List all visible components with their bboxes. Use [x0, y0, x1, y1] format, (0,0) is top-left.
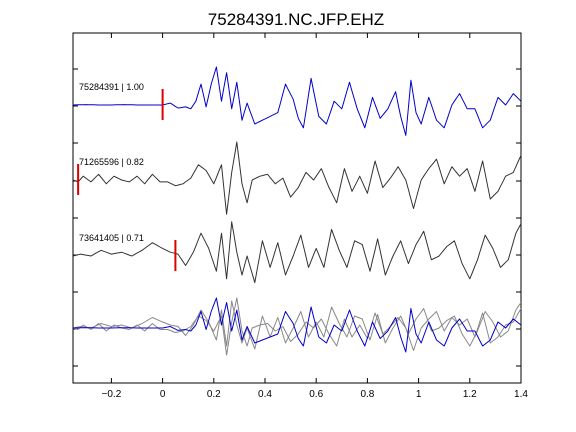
- x-tick-label-7: 1.2: [463, 389, 477, 400]
- x-tick-label-5: 0.8: [360, 389, 374, 400]
- trace-line-2: [72, 221, 522, 284]
- x-tick-label-0: −0.2: [102, 389, 122, 400]
- trace-line-0: [72, 66, 522, 136]
- tick-marks: [73, 33, 522, 383]
- trace-label-0: 75284391 | 1.00: [79, 82, 144, 92]
- x-tick-label-2: 0.2: [207, 389, 221, 400]
- trace-2: 73641405 | 0.71: [72, 221, 522, 284]
- trace-label-1: 71265596 | 0.82: [79, 157, 144, 167]
- trace-1: 71265596 | 0.82: [72, 141, 522, 215]
- overlay-line-0: [72, 297, 522, 353]
- trace-label-2: 73641405 | 0.71: [79, 233, 144, 243]
- waveform-traces: 75284391 | 1.00 71265596 | 0.82 73641405 |…: [72, 66, 522, 284]
- x-tick-label-8: 1.4: [514, 389, 528, 400]
- overlay-line-2: [72, 300, 522, 350]
- trace-line-1: [72, 141, 522, 215]
- x-tick-label-4: 0.6: [309, 389, 323, 400]
- stacked-overlay-panel: [72, 297, 522, 356]
- chart-title: 75284391.NC.JFP.EHZ: [208, 10, 384, 29]
- x-tick-label-1: 0: [160, 389, 166, 400]
- plot-frame: [72, 32, 522, 384]
- x-tick-label-6: 1: [416, 389, 422, 400]
- trace-0: 75284391 | 1.00: [72, 66, 522, 136]
- x-tick-label-3: 0.4: [258, 389, 272, 400]
- x-tick-labels: −0.2 0 0.2 0.4 0.6 0.8 1 1.2 1.4: [102, 389, 529, 400]
